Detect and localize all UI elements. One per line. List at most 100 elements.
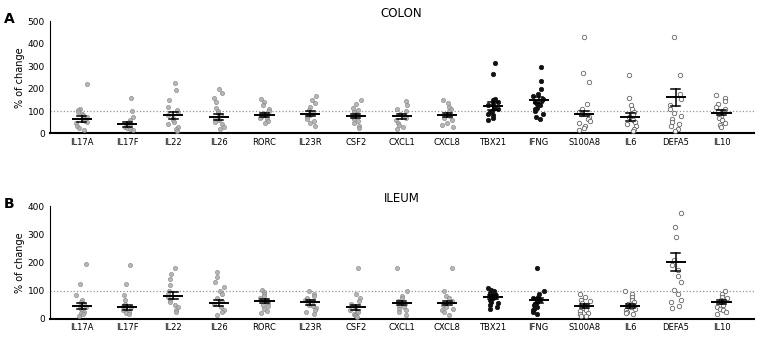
Point	[390, 118, 402, 123]
Point	[626, 297, 638, 302]
Point	[393, 303, 405, 309]
Point	[216, 292, 229, 297]
Point	[718, 95, 731, 101]
Point	[532, 291, 545, 297]
Point	[80, 304, 92, 310]
Point	[161, 294, 174, 299]
Point	[620, 307, 633, 313]
Point	[211, 296, 223, 301]
Point	[255, 310, 267, 316]
Point	[261, 298, 273, 304]
Point	[77, 117, 90, 123]
Point	[482, 103, 494, 108]
Point	[169, 265, 181, 271]
Point	[666, 116, 678, 122]
Point	[351, 308, 363, 314]
Point	[583, 79, 595, 85]
Point	[444, 113, 456, 119]
Point	[528, 306, 540, 311]
Point	[257, 103, 269, 108]
Point	[716, 118, 728, 123]
Point	[76, 307, 89, 313]
Point	[306, 97, 318, 103]
Point	[584, 298, 596, 304]
Point	[675, 113, 688, 119]
Point	[573, 120, 585, 126]
Point	[489, 291, 501, 297]
Point	[392, 120, 404, 126]
Point	[487, 296, 499, 301]
Point	[348, 116, 360, 122]
Point	[304, 113, 317, 118]
Point	[349, 312, 361, 318]
Point	[259, 113, 272, 118]
Point	[119, 124, 132, 130]
Point	[627, 312, 639, 317]
Point	[254, 115, 266, 121]
Point	[352, 118, 364, 124]
Point	[578, 125, 591, 131]
Point	[117, 303, 129, 309]
Point	[213, 117, 226, 123]
Point	[443, 296, 455, 301]
Point	[168, 119, 181, 125]
Point	[623, 72, 635, 78]
Point	[398, 304, 410, 310]
Point	[210, 99, 222, 105]
Point	[162, 122, 174, 127]
Point	[581, 310, 594, 316]
Point	[492, 301, 504, 306]
Point	[258, 293, 270, 299]
Point	[575, 300, 588, 306]
Point	[301, 295, 313, 301]
Point	[119, 306, 131, 312]
Point	[443, 109, 455, 114]
Point	[393, 299, 405, 305]
Point	[393, 310, 405, 315]
Point	[527, 307, 539, 313]
Point	[302, 300, 314, 306]
Point	[169, 80, 181, 86]
Point	[672, 126, 685, 132]
Point	[487, 115, 499, 121]
Point	[533, 116, 545, 122]
Point	[81, 114, 93, 119]
Point	[75, 299, 87, 305]
Point	[161, 113, 174, 118]
Point	[578, 303, 591, 309]
Point	[391, 127, 403, 132]
Point	[301, 114, 313, 119]
Point	[70, 292, 83, 298]
Point	[485, 287, 497, 293]
Title: COLON: COLON	[381, 7, 422, 20]
Point	[81, 119, 93, 125]
Point	[481, 117, 493, 123]
Point	[717, 302, 729, 308]
Point	[354, 296, 366, 301]
Point	[74, 303, 86, 309]
Point	[164, 276, 176, 282]
Point	[714, 122, 726, 128]
Point	[584, 118, 596, 124]
Point	[492, 107, 504, 112]
Point	[531, 304, 543, 310]
Point	[668, 34, 680, 40]
Y-axis label: % of change: % of change	[15, 47, 24, 108]
Point	[440, 293, 452, 298]
Point	[401, 288, 413, 294]
Point	[170, 310, 182, 315]
Point	[70, 120, 82, 126]
Point	[442, 111, 454, 116]
Point	[256, 287, 268, 293]
Point	[628, 126, 640, 131]
Point	[123, 312, 135, 317]
Point	[672, 273, 685, 279]
Point	[711, 304, 724, 310]
Point	[668, 110, 680, 116]
Point	[350, 102, 363, 107]
Point	[125, 304, 137, 310]
Point	[625, 103, 637, 108]
Point	[348, 303, 360, 309]
Point	[629, 119, 641, 125]
Point	[76, 113, 89, 118]
